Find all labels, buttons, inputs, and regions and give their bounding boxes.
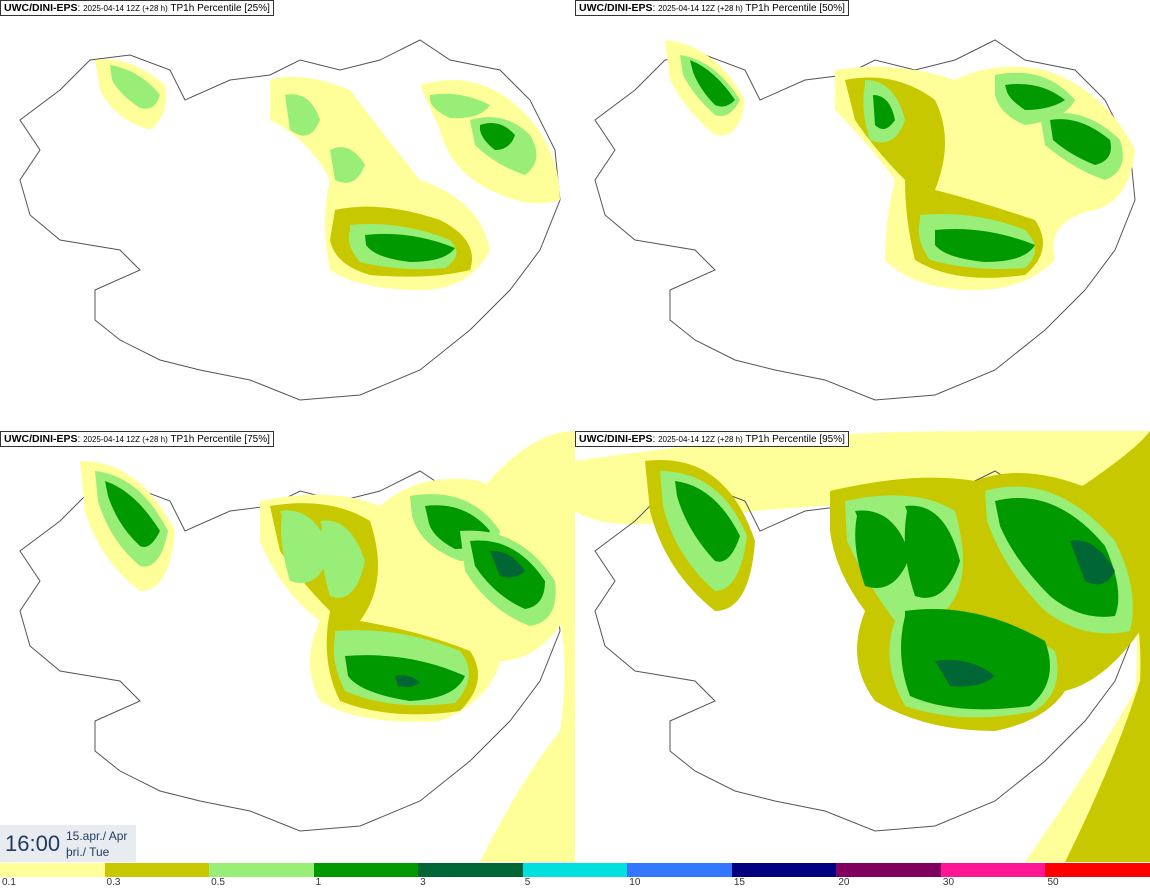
map-panel-p75: UWC/DINI-EPS: 2025-04-14 12Z (+28 h) TP1… [0, 431, 575, 862]
scale-segment [731, 863, 837, 877]
scale-segment [627, 863, 732, 877]
product-title: TP1h Percentile [25%] [170, 3, 270, 14]
scale-tick-label: 3 [420, 877, 426, 888]
scale-segment [104, 863, 210, 877]
valid-time-box: 16:00 15.apr./ Apr þri./ Tue [0, 825, 136, 862]
run-time: 2025-04-14 12Z (+28 h) [658, 4, 743, 13]
panel-label: UWC/DINI-EPS: 2025-04-14 12Z (+28 h) TP1… [0, 431, 274, 447]
map-p75 [19, 431, 575, 862]
valid-date-line2: þri./ Tue [66, 845, 110, 859]
product-title: TP1h Percentile [95%] [745, 434, 845, 445]
precip-field [80, 461, 570, 722]
scale-segment [0, 863, 105, 877]
scale-tick-label: 0.5 [211, 877, 225, 888]
run-time: 2025-04-14 12Z (+28 h) [83, 435, 168, 444]
map-panel-p95: UWC/DINI-EPS: 2025-04-14 12Z (+28 h) TP1… [575, 431, 1150, 862]
color-scale-ticks: 0.1 0.3 0.5 1 3 5 10 15 20 30 50 [0, 877, 1150, 891]
map-panel-p50: UWC/DINI-EPS: 2025-04-14 12Z (+28 h) TP1… [575, 0, 1150, 431]
product-title: TP1h Percentile [50%] [745, 3, 845, 14]
panel-label: UWC/DINI-EPS: 2025-04-14 12Z (+28 h) TP1… [0, 0, 274, 16]
map-p50 [594, 39, 1136, 401]
scale-tick-label: 0.3 [106, 877, 121, 888]
color-scale-bar [0, 863, 1150, 877]
background-field [480, 431, 575, 862]
scale-tick-label: 10 [629, 877, 641, 888]
valid-date-line1: 15.apr./ Apr [66, 829, 128, 843]
run-time: 2025-04-14 12Z (+28 h) [658, 435, 743, 444]
scale-segment [209, 863, 314, 877]
valid-hour: 16:00 [5, 831, 61, 856]
scale-tick-label: 30 [942, 877, 955, 888]
map-p25 [19, 39, 561, 401]
precip-field [665, 40, 1135, 291]
scale-segment [313, 863, 419, 877]
scale-segment [418, 863, 523, 877]
model-name: UWC/DINI-EPS [4, 2, 78, 14]
scale-segment [836, 863, 941, 877]
scale-tick-label: 1 [315, 877, 322, 888]
scale-segment [1045, 863, 1150, 877]
scale-segment [522, 863, 628, 877]
model-name: UWC/DINI-EPS [579, 433, 653, 445]
scale-tick-label: 0.1 [2, 877, 16, 888]
background-field-olive [1065, 431, 1150, 862]
scale-tick-label: 15 [733, 877, 745, 888]
scale-segment [940, 863, 1046, 877]
scale-tick-label: 5 [524, 877, 531, 888]
iceland-outline [19, 39, 561, 401]
run-time: 2025-04-14 12Z (+28 h) [83, 4, 168, 13]
panel-label: UWC/DINI-EPS: 2025-04-14 12Z (+28 h) TP1… [575, 431, 849, 447]
map-panel-p25: UWC/DINI-EPS: 2025-04-14 12Z (+28 h) TP1… [0, 0, 575, 431]
precip-field [645, 460, 1141, 731]
map-p95 [575, 431, 1150, 862]
product-title: TP1h Percentile [75%] [170, 434, 270, 445]
precip-field [95, 59, 560, 291]
panel-label: UWC/DINI-EPS: 2025-04-14 12Z (+28 h) TP1… [575, 0, 849, 16]
scale-tick-label: 20 [838, 877, 850, 888]
model-name: UWC/DINI-EPS [579, 2, 653, 14]
scale-tick-label: 50 [1047, 877, 1059, 888]
model-name: UWC/DINI-EPS [4, 433, 78, 445]
